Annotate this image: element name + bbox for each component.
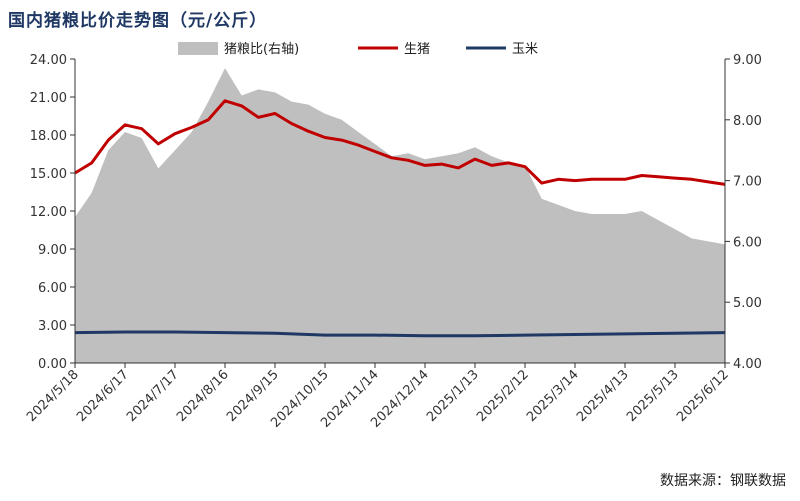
y-left-tick-label: 18.00 bbox=[30, 129, 67, 144]
chart-title: 国内猪粮比价走势图（元/公斤） bbox=[8, 11, 268, 31]
x-tick-label: 2025/4/13 bbox=[574, 367, 632, 425]
x-tick-label: 2025/5/13 bbox=[624, 367, 682, 425]
y-left-tick-label: 3.00 bbox=[38, 319, 67, 334]
x-tick-label: 2025/2/12 bbox=[474, 367, 532, 425]
x-tick-label: 2024/7/17 bbox=[124, 367, 182, 425]
y-right-tick-label: 5.00 bbox=[733, 296, 762, 311]
x-tick-label: 2025/1/13 bbox=[424, 367, 482, 425]
y-left-tick-label: 15.00 bbox=[30, 167, 67, 182]
x-tick-label: 2024/5/18 bbox=[24, 367, 82, 425]
y-right-tick-label: 6.00 bbox=[733, 235, 762, 250]
series-line-1 bbox=[74, 99, 726, 186]
x-tick-label: 2024/6/17 bbox=[74, 367, 132, 425]
y-left-tick-label: 9.00 bbox=[38, 243, 67, 258]
y-left-tick-label: 12.00 bbox=[30, 205, 67, 220]
source-note: 数据来源：钢联数据 bbox=[660, 473, 786, 489]
legend-label: 玉米 bbox=[512, 42, 538, 57]
series-area-0 bbox=[75, 68, 725, 363]
y-left-tick-label: 24.00 bbox=[30, 53, 67, 68]
y-left-tick-label: 21.00 bbox=[30, 91, 67, 106]
x-tick-label: 2025/6/12 bbox=[674, 367, 732, 425]
legend-label: 猪粮比(右轴) bbox=[224, 42, 299, 57]
x-tick-label: 2024/8/16 bbox=[174, 367, 232, 425]
y-right-tick-label: 8.00 bbox=[733, 114, 762, 129]
x-tick-label: 2025/3/14 bbox=[524, 367, 582, 425]
y-left-tick-label: 6.00 bbox=[38, 281, 67, 296]
series-line-2 bbox=[74, 330, 726, 338]
legend-swatch-area bbox=[178, 42, 218, 55]
legend-label: 生猪 bbox=[404, 42, 430, 57]
y-right-tick-label: 4.00 bbox=[733, 357, 762, 372]
y-right-tick-label: 9.00 bbox=[733, 53, 762, 68]
y-left-tick-label: 0.00 bbox=[38, 357, 67, 372]
y-right-tick-label: 7.00 bbox=[733, 175, 762, 190]
